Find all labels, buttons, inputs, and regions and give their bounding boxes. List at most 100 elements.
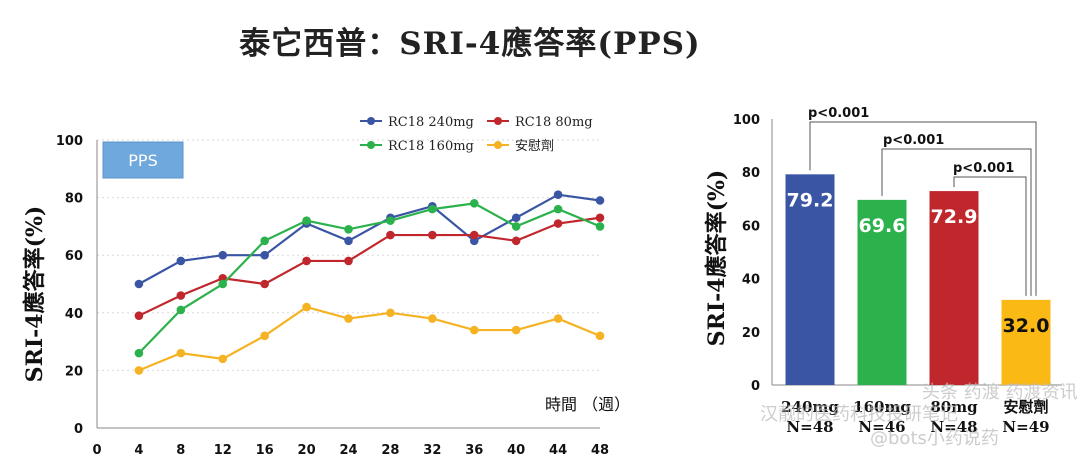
data-point <box>176 291 186 300</box>
y-tick-label: 0 <box>751 379 760 394</box>
data-point <box>260 279 269 289</box>
data-point <box>302 216 311 225</box>
data-point <box>595 213 605 223</box>
significance-bracket <box>881 148 1032 296</box>
x-tick-label: 36 <box>465 443 483 458</box>
bar-value-label: 79.2 <box>787 189 834 211</box>
data-point <box>553 219 563 228</box>
x-tick-label: 24 <box>339 443 357 458</box>
p-value-label: p<0.001 <box>953 161 1014 176</box>
data-point <box>469 230 479 240</box>
data-point <box>218 250 228 260</box>
watermark-text: 汉靓的医药科技投研笔记 <box>760 404 958 425</box>
category-label: 240mg <box>781 398 839 416</box>
data-point <box>469 325 479 335</box>
data-point <box>428 314 437 323</box>
category-label: 80mg <box>930 398 978 416</box>
y-tick-label: 0 <box>74 422 83 437</box>
data-point <box>344 314 353 323</box>
series-line <box>138 216 601 317</box>
legend-label: RC18 240mg <box>388 115 474 130</box>
bar-chart: 0 20 40 60 80 100 SRI-4應答率(%) 79.2 240mg N=48 69.6… <box>704 106 1062 436</box>
data-point <box>386 308 395 318</box>
y-tick-label: 60 <box>65 249 83 264</box>
data-point <box>134 348 144 358</box>
series-line <box>138 193 601 285</box>
data-point <box>469 199 479 208</box>
data-point <box>260 250 269 260</box>
data-point <box>260 331 269 341</box>
bar-value-label: 32.0 <box>1003 315 1050 337</box>
p-value-label: p<0.001 <box>883 133 944 148</box>
legend-label: RC18 80mg <box>515 115 593 130</box>
x-tick-label: 0 <box>92 443 101 458</box>
legend-label: 安慰劑 <box>515 138 554 154</box>
bar <box>929 191 979 385</box>
x-tick-label: 32 <box>423 443 441 458</box>
bar <box>1001 299 1051 385</box>
pps-badge-label: PPS <box>128 151 157 170</box>
data-point <box>134 366 144 375</box>
y-tick-label: 40 <box>65 307 83 322</box>
data-point <box>218 354 228 364</box>
category-n-label: N=48 <box>930 418 977 436</box>
data-point <box>428 204 437 214</box>
x-tick-label: 44 <box>549 443 567 458</box>
legend-marker <box>494 117 502 125</box>
significance-bracket <box>953 176 1027 296</box>
watermark: 头条 药渡 药渡资讯 医药汇汉靓的医药科技投研笔记 @bots小药说药 <box>760 382 1080 449</box>
bar-value-label: 69.6 <box>859 215 906 237</box>
x-axis-label: 時間 （週） <box>545 395 630 414</box>
data-point <box>595 331 605 341</box>
data-point <box>344 224 353 234</box>
data-point <box>176 348 186 358</box>
data-point <box>553 190 563 200</box>
data-point <box>176 305 186 315</box>
pps-badge <box>102 141 184 179</box>
category-label: 160mg <box>853 398 911 416</box>
legend-marker <box>367 117 375 125</box>
data-point <box>302 256 311 266</box>
x-tick-label: 12 <box>214 443 232 458</box>
bar-value-label: 72.9 <box>931 206 978 228</box>
y-tick-label: 80 <box>65 192 83 207</box>
data-point <box>134 311 144 320</box>
data-point <box>344 256 353 266</box>
bar <box>857 199 907 385</box>
x-tick-label: 40 <box>507 443 525 458</box>
y-axis-label: SRI-4應答率(%) <box>704 170 730 347</box>
watermark-text: @bots小药说药 <box>870 428 999 449</box>
data-point <box>595 222 605 231</box>
data-point <box>344 236 353 246</box>
y-axis-label: SRI-4應答率(%) <box>22 206 48 383</box>
x-tick-label: 4 <box>134 443 143 458</box>
data-point <box>511 213 521 223</box>
data-point <box>553 314 563 323</box>
y-tick-label: 100 <box>733 113 760 128</box>
data-point <box>134 279 144 289</box>
watermark-text: 头条 药渡 药渡资讯 医药汇 <box>922 382 1080 403</box>
y-tick-label: 60 <box>742 219 760 234</box>
category-n-label: N=48 <box>786 418 833 436</box>
x-tick-label: 28 <box>381 443 399 458</box>
y-tick-label: 20 <box>742 326 760 341</box>
category-n-label: N=46 <box>858 418 905 436</box>
category-n-label: N=49 <box>1002 418 1049 436</box>
page-title: 泰它西普：SRI-4應答率(PPS) <box>239 26 701 62</box>
y-tick-label: 80 <box>742 166 760 181</box>
x-tick-label: 20 <box>298 443 316 458</box>
legend-label: RC18 160mg <box>388 139 474 154</box>
data-point <box>218 279 228 289</box>
y-tick-label: 20 <box>65 364 83 379</box>
data-point <box>386 230 395 240</box>
data-point <box>511 325 521 335</box>
data-point <box>595 196 605 205</box>
bar <box>785 174 835 385</box>
data-point <box>511 236 521 246</box>
y-tick-label: 100 <box>56 134 83 149</box>
series-line <box>138 305 601 372</box>
legend-marker <box>367 141 375 149</box>
y-tick-label: 40 <box>742 273 760 288</box>
